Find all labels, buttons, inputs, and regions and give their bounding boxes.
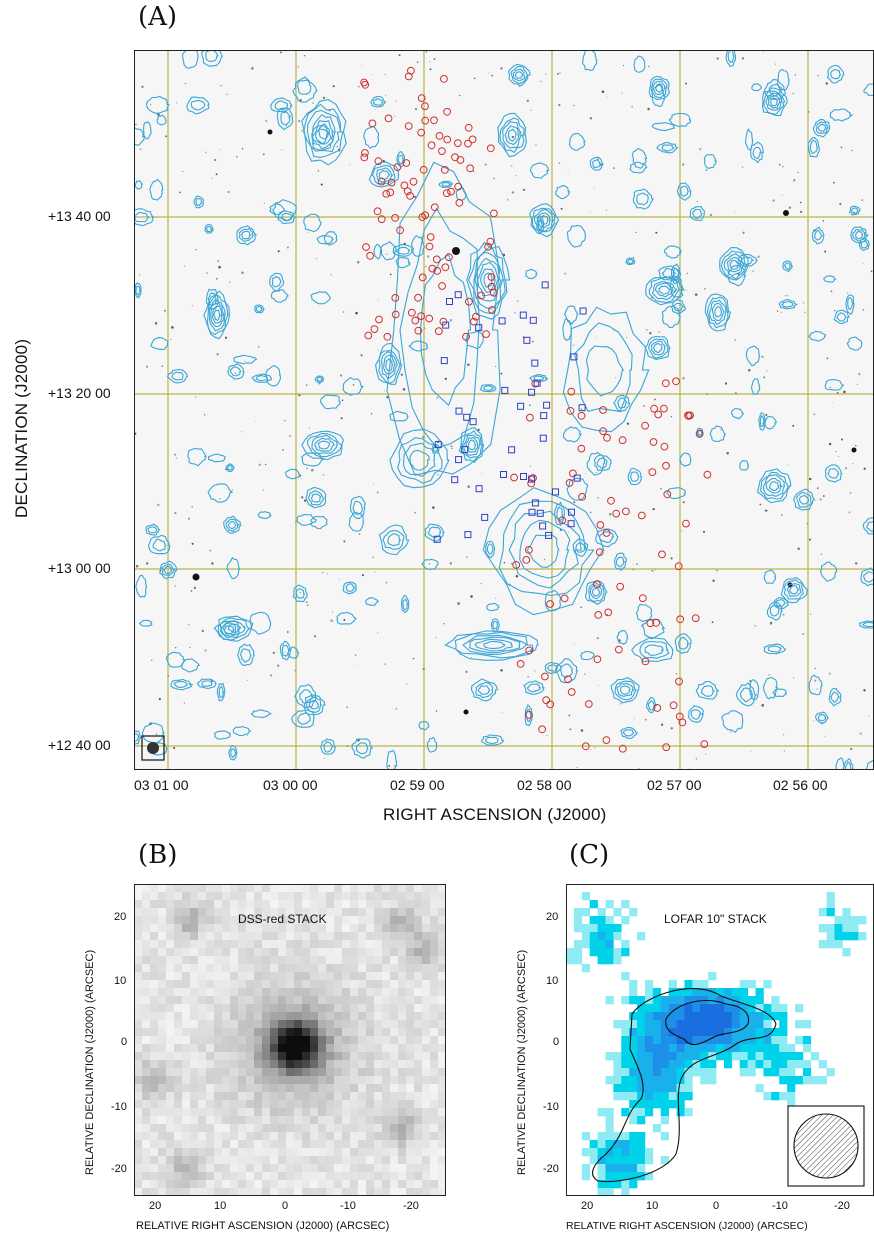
panel-b-xtick: -20 [403,1200,419,1212]
panel-c-ytick: 20 [546,911,558,923]
panel-c-title: LOFAR 10" STACK [664,912,767,926]
panel-a-ylabel: DECLINATION (J2000) [12,339,32,518]
panel-c-xtick: 0 [713,1200,719,1212]
ra-tick-label: 02 57 00 [647,777,702,793]
panel-b-ytick: 0 [121,1036,127,1048]
dec-tick-label: +13 20 00 [48,385,111,401]
panel-c-ylabel: RELATIVE DECLINATION (J2000) (ARCSEC) [516,950,528,1175]
panel-b-ylabel: RELATIVE DECLINATION (J2000) (ARCSEC) [84,950,96,1175]
panel-c-xlabel: RELATIVE RIGHT ASCENSION (J2000) (ARCSEC… [566,1220,808,1232]
radio-overlay-map [134,50,874,770]
panel-c-xtick: 10 [646,1200,658,1212]
ra-tick-label: 02 59 00 [390,777,445,793]
panel-b-ytick: -20 [111,1163,127,1175]
panel-c-ytick: -10 [543,1101,559,1113]
panel-a-letter: (A) [138,2,177,32]
panel-b-xtick: 0 [282,1200,288,1212]
dec-tick-label: +12 40 00 [48,737,111,753]
panel-c-xtick: 20 [581,1200,593,1212]
beam-ellipse [147,742,159,754]
panel-b-letter: (B) [138,840,177,870]
panel-c-ytick: 10 [546,975,558,987]
panel-c-xtick: -20 [834,1200,850,1212]
panel-b-ytick: 10 [114,975,126,987]
panel-b-xtick: -10 [340,1200,356,1212]
panel-b-title: DSS-red STACK [238,912,326,926]
ra-tick-label: 02 58 00 [517,777,572,793]
panel-b-xlabel: RELATIVE RIGHT ASCENSION (J2000) (ARCSEC… [136,1220,389,1232]
panel-b-xtick: 10 [214,1200,226,1212]
panel-b-ytick: -10 [111,1101,127,1113]
beam-ellipse [794,1114,858,1178]
ra-tick-label: 03 00 00 [263,777,318,793]
panel-b-ytick: 20 [114,911,126,923]
panel-b-xtick: 20 [149,1200,161,1212]
panel-c-letter: (C) [569,840,609,870]
ra-tick-label: 03 01 00 [134,777,189,793]
panel-c-ytick: 0 [553,1036,559,1048]
panel-a-xlabel: RIGHT ASCENSION (J2000) [383,805,606,825]
dss-stack-image [134,884,446,1196]
dec-tick-label: +13 40 00 [48,208,111,224]
dec-tick-label: +13 00 00 [48,560,111,576]
lofar-stack-image [566,884,874,1196]
ra-tick-label: 02 56 00 [773,777,828,793]
panel-c-xtick: -10 [772,1200,788,1212]
panel-c-ytick: -20 [543,1163,559,1175]
